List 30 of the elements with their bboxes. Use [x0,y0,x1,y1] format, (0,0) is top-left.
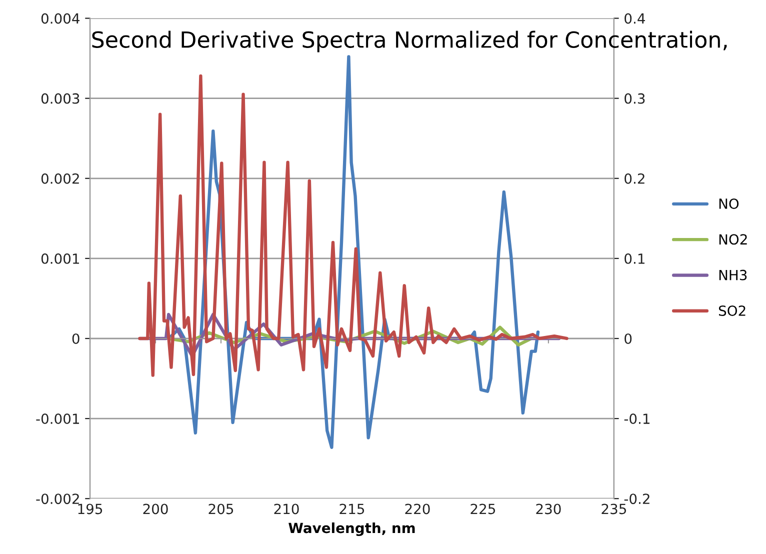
y2-tick-label: -0.2 [624,494,650,504]
x-tick-label: 210 [274,504,299,514]
y-tick-label: 0.001 [41,253,79,264]
y2-tick-label: 0.4 [624,13,645,24]
y-tick-label: 0.003 [41,93,80,104]
y-tick-label: 0.002 [41,173,79,184]
legend-label: NO [719,198,739,209]
x-tick-label: 230 [536,504,561,514]
legend-label: SO2 [718,305,746,316]
y-tick-label: -0.002 [36,494,79,504]
x-tick-label: 195 [78,504,102,514]
y-tick-label: -0.001 [36,414,79,424]
y2-tick-label: 0.1 [624,253,644,264]
x-tick-label: 215 [340,504,364,514]
line-series [138,74,568,377]
x-tick-label: 205 [208,504,234,514]
legend-label: NH3 [719,270,747,280]
x-tick-label: 200 [143,504,168,514]
x-tick-label: 220 [405,504,430,514]
y2-tick-label: 0.3 [624,93,645,104]
legend-label: NO2 [719,234,747,245]
y-tick-label: 0 [72,333,80,344]
x-axis-title: Wavelength, nm [288,522,415,536]
text: Second Derivative Spectra Normalized for Concentration, [92,30,727,52]
x-tick-label: 235 [602,504,626,514]
y2-tick-label: 0.2 [624,173,644,184]
x-tick-label: 225 [470,504,496,514]
y2-tick-label: -0.1 [624,414,650,424]
y-tick-label: 0.004 [41,13,80,24]
y2-tick-label: 0 [624,333,632,344]
